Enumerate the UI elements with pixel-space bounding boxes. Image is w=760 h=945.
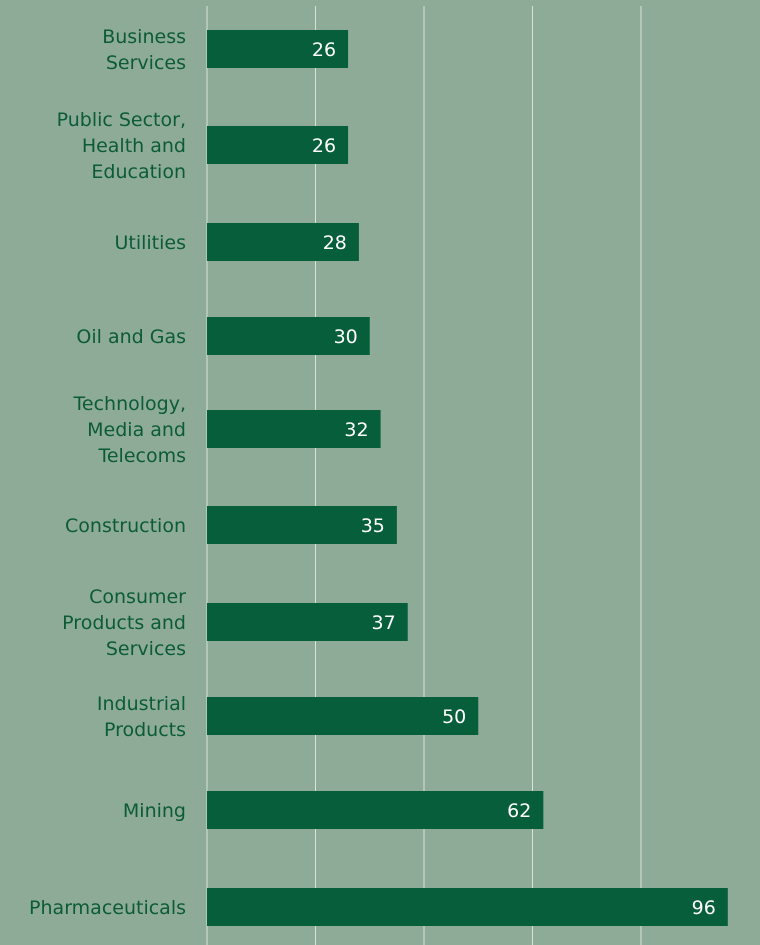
category-label: Construction bbox=[65, 515, 186, 537]
bar bbox=[207, 603, 408, 641]
bar-value-label: 50 bbox=[442, 706, 466, 728]
category-label-line: Mining bbox=[123, 800, 186, 822]
bar-value-label: 32 bbox=[344, 419, 368, 441]
category-label-line: Products and bbox=[62, 612, 186, 634]
category-label: Public Sector, Health and Education bbox=[57, 109, 186, 183]
category-label-line: Industrial bbox=[97, 693, 186, 715]
category-label-line: Technology, bbox=[73, 393, 186, 415]
category-label-line: Services bbox=[106, 52, 186, 74]
bar bbox=[207, 410, 381, 448]
bar-value-label: 26 bbox=[312, 135, 336, 157]
category-label: Pharmaceuticals bbox=[29, 897, 186, 919]
category-label: Consumer Products and Services bbox=[62, 586, 186, 660]
category-label: Mining bbox=[123, 800, 186, 822]
bar bbox=[207, 888, 728, 926]
bar bbox=[207, 126, 349, 164]
category-label-line: Health and bbox=[82, 135, 186, 157]
category-label-line: Pharmaceuticals bbox=[29, 897, 186, 919]
bar-value-label: 37 bbox=[372, 612, 396, 634]
category-label-line: Media and bbox=[87, 419, 186, 441]
bar bbox=[207, 791, 544, 829]
category-label-line: Services bbox=[106, 638, 186, 660]
category-label-line: Business bbox=[102, 26, 186, 48]
value-labels: 26 26 28 30 32 35 37 50 62 96 bbox=[312, 39, 716, 919]
bar bbox=[207, 506, 397, 544]
category-label-line: Public Sector, bbox=[57, 109, 186, 131]
category-label-line: Construction bbox=[65, 515, 186, 537]
category-label-line: Telecoms bbox=[97, 445, 186, 467]
bar-value-label: 62 bbox=[507, 800, 531, 822]
category-label: Oil and Gas bbox=[76, 326, 186, 348]
bar-value-label: 35 bbox=[361, 515, 385, 537]
category-label: Technology, Media and Telecoms bbox=[73, 393, 186, 467]
category-label: Business Services bbox=[102, 26, 186, 74]
bar-value-label: 28 bbox=[323, 232, 347, 254]
bar bbox=[207, 223, 359, 261]
bar-value-label: 26 bbox=[312, 39, 336, 61]
bar-value-label: 30 bbox=[334, 326, 358, 348]
category-label-line: Utilities bbox=[114, 232, 186, 254]
bar bbox=[207, 30, 349, 68]
category-label: Utilities bbox=[114, 232, 186, 254]
category-label-line: Products bbox=[104, 719, 186, 741]
category-labels: Business Services Public Sector, Health and… bbox=[29, 26, 186, 919]
bar bbox=[207, 317, 370, 355]
bar bbox=[207, 697, 479, 735]
category-label-line: Education bbox=[91, 161, 186, 183]
bar-value-label: 96 bbox=[692, 897, 716, 919]
category-label-line: Consumer bbox=[89, 586, 186, 608]
category-label: Industrial Products bbox=[97, 693, 186, 741]
category-label-line: Oil and Gas bbox=[76, 326, 186, 348]
bars bbox=[207, 30, 728, 926]
